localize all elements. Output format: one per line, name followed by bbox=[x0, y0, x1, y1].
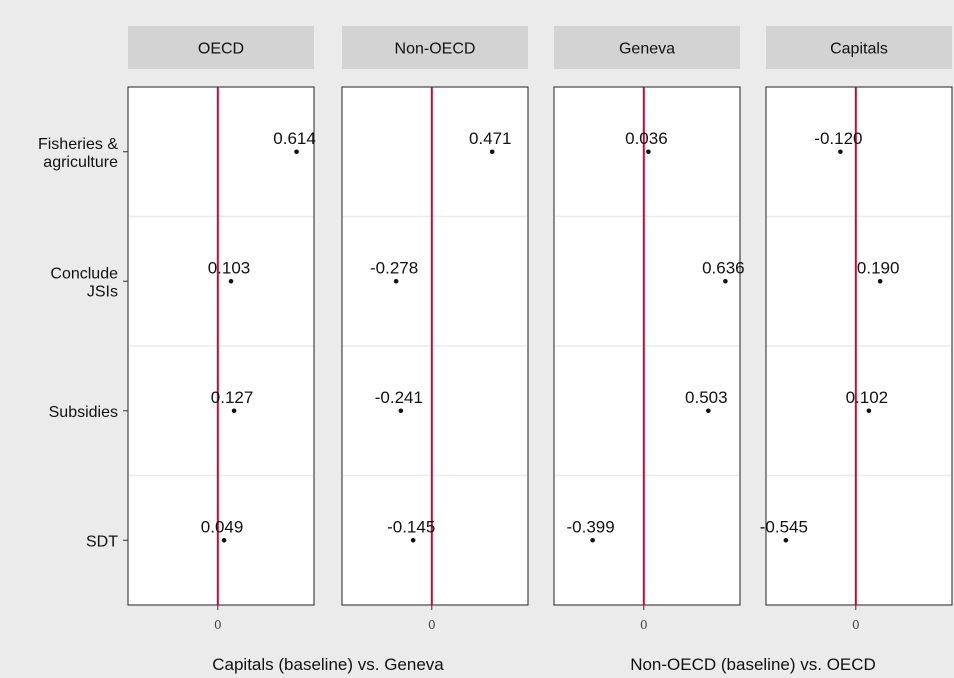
data-label: 0.190 bbox=[857, 258, 900, 277]
data-label: 0.614 bbox=[273, 129, 316, 148]
facet-strip bbox=[128, 26, 314, 69]
data-point bbox=[866, 408, 872, 414]
x-tick-label: 0 bbox=[640, 618, 648, 632]
data-point bbox=[489, 149, 495, 155]
data-point bbox=[221, 537, 227, 543]
panel-oecd: OECD 0.614 0.103 0.127 0.049 0 bbox=[127, 26, 316, 632]
facet-strip bbox=[766, 26, 952, 69]
data-point bbox=[398, 408, 404, 414]
data-label: 0.503 bbox=[685, 388, 728, 407]
data-point bbox=[590, 537, 595, 543]
data-point bbox=[228, 278, 234, 284]
y-tick-label-line: SDT bbox=[86, 533, 118, 550]
data-point bbox=[410, 537, 416, 543]
data-label: -0.545 bbox=[760, 517, 808, 536]
panel-capitals: Capitals -0.120 0.190 0.102 -0.545 0 bbox=[760, 26, 953, 632]
data-label: 0.102 bbox=[846, 388, 889, 407]
panel-non-oecd: Non-OECD 0.471 -0.278 -0.241 -0.145 0 bbox=[341, 26, 529, 632]
x-tick-label: 0 bbox=[852, 618, 860, 632]
data-point bbox=[723, 278, 728, 284]
y-tick-label-line: agriculture bbox=[43, 154, 118, 171]
data-label: 0.103 bbox=[208, 258, 251, 277]
data-point bbox=[646, 149, 651, 155]
facet-strip-label: Non-OECD bbox=[395, 41, 476, 58]
data-point bbox=[706, 408, 711, 414]
x-axis-group-label: Capitals (baseline) vs. Geneva bbox=[212, 655, 444, 674]
y-tick-label-line: Conclude bbox=[50, 265, 118, 282]
panel-geneva: Geneva 0.036 0.636 0.503 -0.399 0 bbox=[553, 26, 745, 632]
x-tick-label: 0 bbox=[428, 618, 436, 632]
data-point bbox=[393, 278, 399, 284]
y-tick-label: Subsidies bbox=[49, 404, 118, 421]
data-label: -0.145 bbox=[387, 517, 435, 536]
data-point bbox=[838, 149, 843, 155]
facet-strip bbox=[554, 26, 740, 69]
data-label: 0.127 bbox=[211, 388, 254, 407]
data-point bbox=[877, 278, 883, 284]
data-point bbox=[783, 537, 789, 543]
facet-strip-label: OECD bbox=[198, 41, 244, 58]
data-point bbox=[231, 408, 237, 414]
y-tick-label-line: JSIs bbox=[87, 283, 118, 300]
facet-strip-label: Geneva bbox=[619, 41, 675, 58]
x-axis-group-label: Non-OECD (baseline) vs. OECD bbox=[630, 655, 876, 674]
x-tick-label: 0 bbox=[214, 618, 222, 632]
data-label: -0.399 bbox=[567, 517, 615, 536]
data-label: -0.278 bbox=[370, 258, 418, 277]
y-tick-label-line: Subsidies bbox=[49, 404, 118, 421]
facet-strip-label: Capitals bbox=[830, 41, 888, 58]
data-label: 0.471 bbox=[469, 129, 512, 148]
y-tick-label-line: Fisheries & bbox=[38, 136, 118, 153]
facet-strip bbox=[342, 26, 528, 69]
data-label: 0.636 bbox=[702, 258, 745, 277]
y-tick-label: Conclude JSIs bbox=[50, 265, 118, 300]
data-label: -0.241 bbox=[375, 388, 423, 407]
y-tick-label: SDT bbox=[86, 533, 118, 550]
y-tick-label: Fisheries & agriculture bbox=[38, 136, 118, 171]
data-label: 0.049 bbox=[201, 517, 244, 536]
data-label: 0.036 bbox=[625, 129, 668, 148]
data-label: -0.120 bbox=[814, 129, 862, 148]
data-point bbox=[294, 149, 299, 155]
